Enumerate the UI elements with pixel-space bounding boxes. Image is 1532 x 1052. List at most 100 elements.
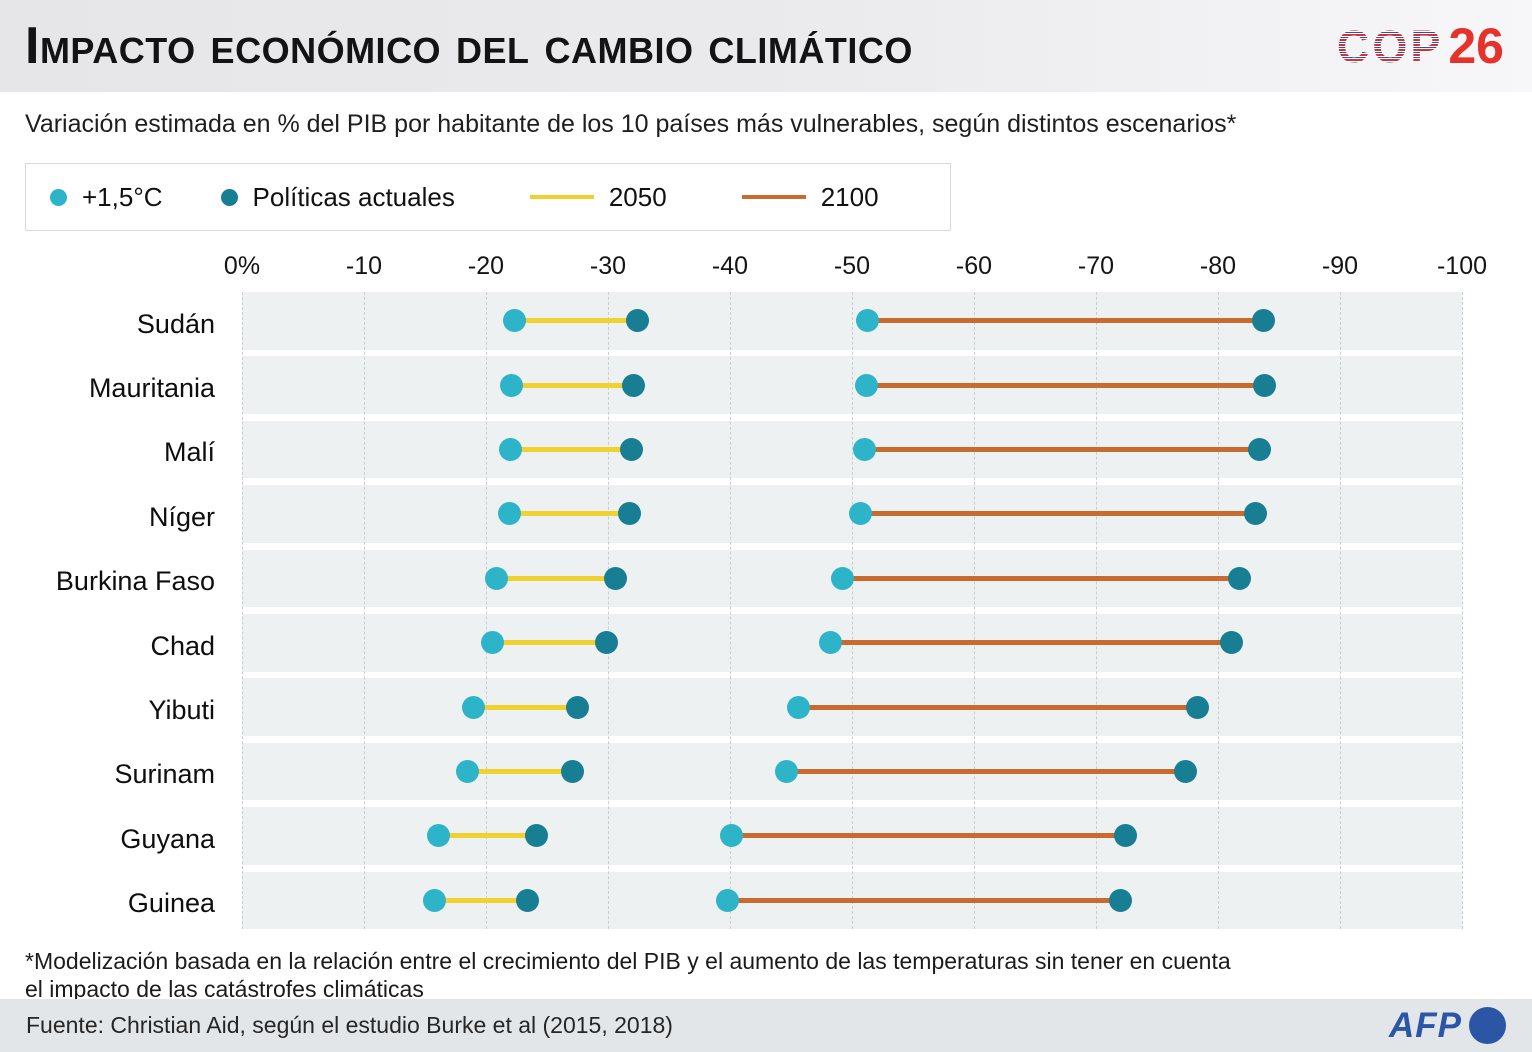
legend: +1,5°C Políticas actuales 2050 2100 (25, 163, 951, 231)
dot-politicas-2050 (595, 631, 619, 655)
trend-line-2050 (473, 704, 578, 710)
row-band (242, 292, 1462, 350)
legend-item-politicas: Políticas actuales (220, 182, 455, 213)
row-band (242, 356, 1462, 414)
politicas-dot-icon (220, 188, 238, 206)
x-tick: -80 (1199, 252, 1237, 280)
x-tick: -70 (1077, 252, 1115, 280)
legend-item-2100: 2100 (741, 181, 879, 213)
dot-plus15-2100 (716, 888, 740, 912)
dot-plus15-2050 (423, 888, 447, 912)
country-label: Sudán (136, 308, 215, 339)
dot-plus15-2100 (774, 760, 798, 784)
dot-politicas-2100 (1173, 760, 1197, 784)
source-text: Fuente: Christian Aid, según el estudio … (26, 1012, 673, 1038)
country-label: Guyana (120, 823, 215, 854)
cop26-logo: COP 26 (1337, 21, 1504, 71)
trend-line-2100 (798, 704, 1198, 710)
trend-line-2100 (786, 769, 1186, 775)
x-tick: -30 (589, 252, 627, 280)
trend-line-2050 (438, 833, 536, 839)
x-tick: -20 (467, 252, 505, 280)
dot-plus15-2100 (852, 438, 876, 462)
trend-line-2100 (727, 897, 1121, 903)
line-2100-icon (741, 195, 806, 199)
legend-item-2050: 2050 (529, 181, 667, 213)
footnote: *Modelización basada en la relación entr… (25, 947, 1231, 1003)
row-band (242, 678, 1462, 736)
x-axis: 0% -10 -20 -30 -40 -50 -60 -70 -80 -90 -100 (224, 252, 1487, 286)
trend-line-2050 (510, 447, 632, 453)
line-2050-icon (529, 195, 594, 199)
dot-politicas-2100 (1244, 502, 1268, 526)
dot-plus15-2100 (830, 566, 854, 590)
x-tick: -50 (833, 252, 871, 280)
country-label: Burkina Faso (55, 566, 215, 597)
plot-area (242, 292, 1463, 930)
legend-label-plus15: +1,5°C (82, 181, 163, 212)
row-band (242, 420, 1462, 479)
dot-plus15-2050 (426, 824, 450, 848)
dot-politicas-2050 (515, 888, 539, 912)
afp-logo-text: AFP (1389, 1005, 1462, 1045)
dot-plus15-2050 (498, 438, 522, 462)
dot-politicas-2100 (1228, 566, 1252, 590)
dot-plus15-2050 (497, 502, 521, 526)
trend-line-2050 (434, 897, 528, 903)
footnote-line1: *Modelización basada en la relación entr… (25, 948, 1231, 974)
country-label: Surinam (114, 759, 215, 790)
dot-politicas-2050 (625, 309, 649, 333)
grid-line (1462, 292, 1463, 930)
dot-politicas-2100 (1251, 309, 1275, 333)
x-tick: 0% (223, 252, 261, 280)
legend-label-2100: 2100 (820, 181, 879, 212)
plus15-dot-icon (50, 188, 67, 206)
country-labels: Sudán Mauritania Malí Níger Burkina Faso Chad… (0, 292, 215, 936)
trend-line-2050 (467, 769, 573, 775)
x-tick: -40 (711, 252, 749, 280)
x-tick: -100 (1436, 252, 1488, 280)
row-band (242, 807, 1462, 865)
dot-politicas-2100 (1113, 824, 1137, 848)
trend-line-2100 (842, 575, 1240, 581)
row-band (242, 549, 1462, 608)
row-band (242, 871, 1462, 930)
dot-politicas-2050 (618, 502, 642, 526)
dot-plus15-2050 (456, 760, 480, 784)
country-label: Guinea (127, 888, 215, 919)
cop26-logo-cop: COP (1336, 20, 1444, 72)
trend-line-2050 (509, 511, 630, 517)
row-band (242, 485, 1462, 543)
dot-plus15-2050 (502, 309, 526, 333)
header: Impacto económico del cambio climático C… (0, 0, 1532, 92)
trend-line-2100 (731, 833, 1126, 839)
afp-globe-icon (1469, 1007, 1506, 1044)
dot-plus15-2100 (856, 309, 880, 333)
dot-politicas-2100 (1252, 373, 1276, 397)
row-band (242, 742, 1462, 801)
cop26-logo-26: 26 (1448, 18, 1504, 74)
trend-line-2050 (511, 382, 634, 388)
x-tick: -10 (345, 252, 383, 280)
trend-line-2050 (496, 575, 616, 581)
trend-line-2100 (864, 447, 1260, 453)
dot-plus15-2100 (855, 373, 879, 397)
source-bar: Fuente: Christian Aid, según el estudio … (0, 999, 1532, 1052)
country-label: Níger (148, 501, 215, 532)
dot-politicas-2050 (622, 373, 646, 397)
dot-politicas-2050 (561, 760, 585, 784)
afp-logo: AFP (1389, 1006, 1506, 1046)
country-label: Malí (163, 437, 215, 468)
dot-politicas-2100 (1219, 631, 1243, 655)
trend-line-2100 (866, 382, 1265, 388)
dot-plus15-2050 (462, 695, 486, 719)
dot-politicas-2050 (524, 824, 548, 848)
dot-politicas-2050 (619, 438, 643, 462)
legend-label-2050: 2050 (608, 181, 667, 212)
dot-plus15-2100 (719, 824, 743, 848)
dot-politicas-2100 (1247, 438, 1271, 462)
x-tick: -90 (1321, 252, 1359, 280)
x-tick: -60 (955, 252, 993, 280)
row-band (242, 614, 1462, 672)
country-label: Chad (150, 630, 215, 661)
